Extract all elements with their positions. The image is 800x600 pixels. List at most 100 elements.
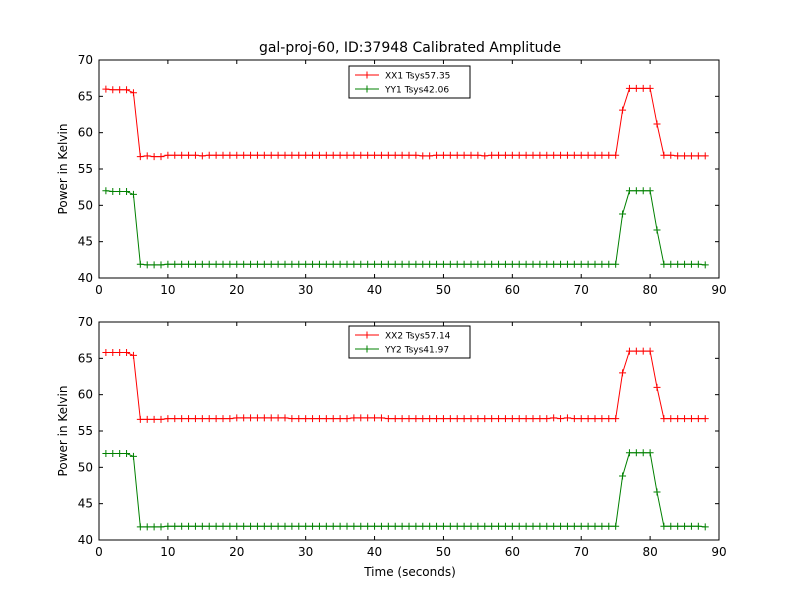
data-point	[302, 260, 310, 268]
x-tick-label: 30	[298, 545, 313, 559]
data-point	[157, 523, 165, 531]
x-tick-label: 70	[574, 545, 589, 559]
data-point	[281, 151, 289, 159]
data-point	[219, 415, 227, 423]
data-point	[143, 415, 151, 423]
data-point	[701, 261, 709, 269]
data-point	[267, 260, 275, 268]
data-point	[329, 151, 337, 159]
data-point	[309, 415, 317, 423]
data-point	[260, 414, 268, 422]
data-point	[612, 151, 620, 159]
data-point	[322, 151, 330, 159]
data-point	[329, 415, 337, 423]
data-point	[247, 414, 255, 422]
data-point	[501, 260, 509, 268]
data-point	[123, 86, 131, 94]
data-point	[205, 522, 213, 530]
data-point	[701, 523, 709, 531]
data-point	[467, 260, 475, 268]
data-point	[274, 260, 282, 268]
data-point	[136, 523, 144, 531]
data-point	[632, 449, 640, 457]
data-point	[150, 523, 158, 531]
data-point	[157, 261, 165, 269]
data-point	[481, 260, 489, 268]
data-point	[632, 187, 640, 195]
data-point	[240, 260, 248, 268]
data-point	[198, 415, 206, 423]
data-point	[116, 86, 124, 94]
data-point	[116, 349, 124, 357]
data-point	[371, 522, 379, 530]
legend-entry: XX2 Tsys57.14	[355, 331, 451, 342]
data-point	[433, 260, 441, 268]
data-point	[419, 415, 427, 423]
data-point	[522, 260, 530, 268]
data-point	[543, 151, 551, 159]
data-point	[226, 415, 234, 423]
data-point	[315, 415, 323, 423]
data-point	[171, 522, 179, 530]
data-point	[488, 151, 496, 159]
data-point	[508, 260, 516, 268]
data-point	[384, 260, 392, 268]
data-point	[557, 415, 565, 423]
data-point	[309, 260, 317, 268]
y-axis-label: Power in Kelvin	[56, 124, 70, 215]
legend-marker	[363, 331, 371, 339]
legend-box	[348, 325, 471, 359]
data-point	[205, 415, 213, 423]
data-point	[233, 414, 241, 422]
data-point	[350, 151, 358, 159]
legend-label: YY1 Tsys42.06	[384, 86, 449, 96]
data-point	[350, 522, 358, 530]
data-point	[288, 415, 296, 423]
x-tick-label: 20	[229, 545, 244, 559]
data-point	[598, 522, 606, 530]
data-point	[639, 187, 647, 195]
data-point	[646, 187, 654, 195]
data-point	[295, 415, 303, 423]
data-point	[260, 522, 268, 530]
legend-marker	[363, 85, 371, 93]
x-tick-label: 40	[367, 283, 382, 297]
data-point	[674, 522, 682, 530]
data-point	[171, 260, 179, 268]
data-point	[309, 151, 317, 159]
y-tick-label: 65	[78, 89, 93, 103]
data-point	[405, 522, 413, 530]
data-point	[557, 260, 565, 268]
data-point	[687, 152, 695, 160]
data-point	[391, 522, 399, 530]
data-point	[426, 152, 434, 160]
data-point	[171, 415, 179, 423]
data-point	[185, 260, 193, 268]
data-point	[219, 522, 227, 530]
data-point	[157, 415, 165, 423]
data-point	[701, 152, 709, 160]
data-point	[315, 522, 323, 530]
data-point	[281, 522, 289, 530]
data-point	[460, 151, 468, 159]
data-point	[198, 152, 206, 160]
data-point	[515, 260, 523, 268]
data-point	[233, 260, 241, 268]
panel-1: 0 10 20 30 40 50 60 70 80 90 40 45 50 55 60 65 70 Power i…	[56, 53, 727, 297]
data-point	[102, 187, 110, 195]
data-point	[653, 120, 661, 128]
data-point	[515, 151, 523, 159]
data-point	[625, 187, 633, 195]
data-point	[474, 151, 482, 159]
data-point	[460, 260, 468, 268]
data-point	[660, 151, 668, 159]
data-point	[260, 260, 268, 268]
data-point	[295, 260, 303, 268]
data-point	[157, 153, 165, 161]
legend-entry: YY1 Tsys42.06	[355, 85, 449, 96]
data-point	[467, 522, 475, 530]
data-point	[391, 415, 399, 423]
data-point	[185, 151, 193, 159]
data-point	[439, 415, 447, 423]
data-point	[336, 522, 344, 530]
